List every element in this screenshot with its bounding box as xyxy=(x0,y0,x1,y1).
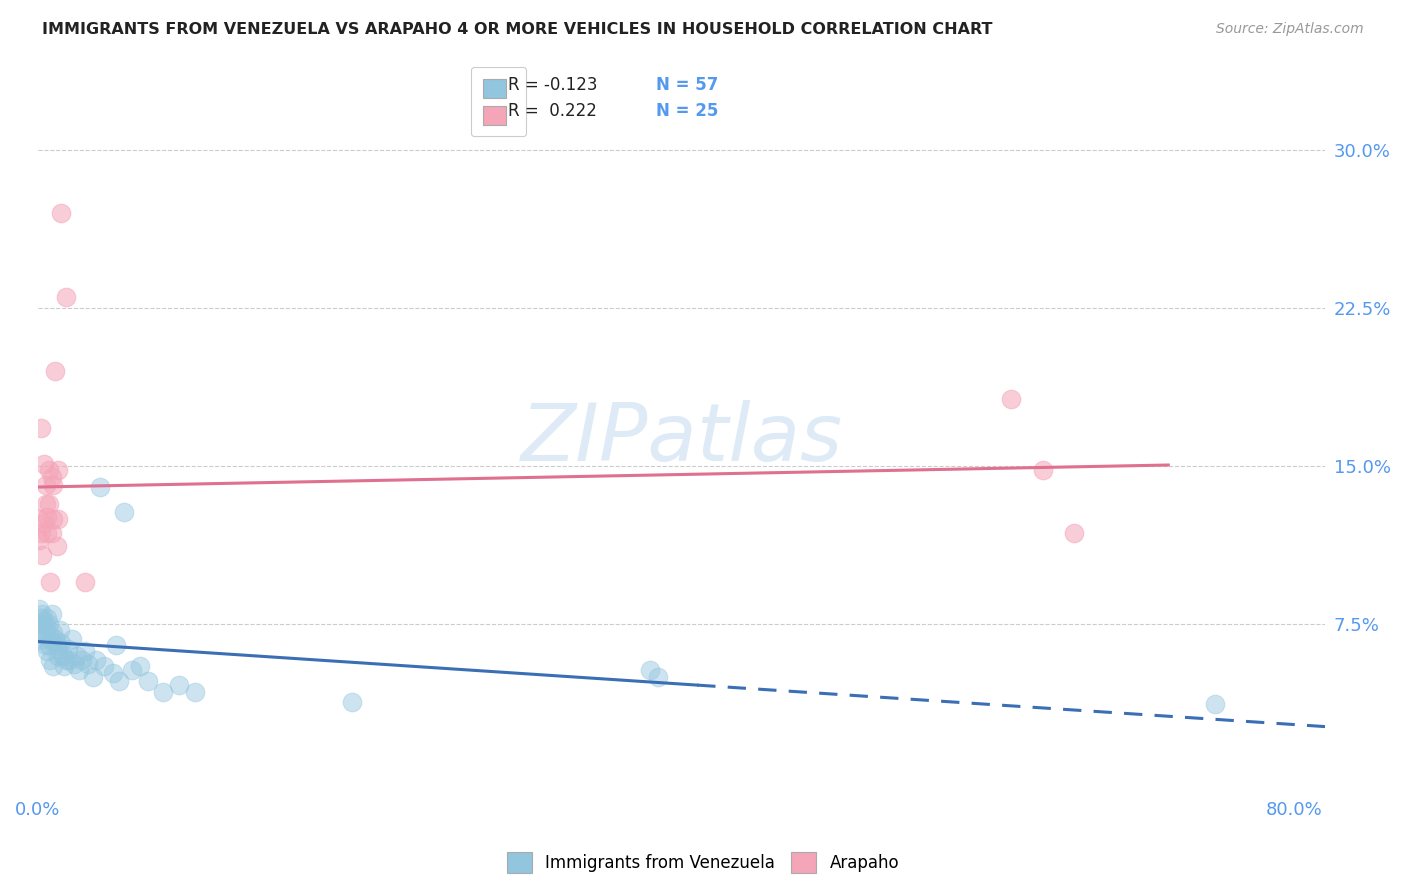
Text: Source: ZipAtlas.com: Source: ZipAtlas.com xyxy=(1216,22,1364,37)
Point xyxy=(45,539,67,553)
Point xyxy=(84,653,107,667)
Point xyxy=(37,526,59,541)
Point xyxy=(51,206,73,220)
Point xyxy=(38,497,60,511)
Point xyxy=(112,505,135,519)
Point xyxy=(136,673,159,688)
Point xyxy=(37,611,59,625)
Point xyxy=(30,624,52,638)
Point xyxy=(60,632,83,646)
Point xyxy=(41,469,63,483)
Point xyxy=(62,657,84,672)
Text: N = 57: N = 57 xyxy=(655,76,718,94)
Point xyxy=(108,673,131,688)
Point xyxy=(30,421,52,435)
Point xyxy=(37,644,59,658)
Point xyxy=(34,625,56,640)
Point xyxy=(183,684,205,698)
Text: IMMIGRANTS FROM VENEZUELA VS ARAPAHO 4 OR MORE VEHICLES IN HOUSEHOLD CORRELATION: IMMIGRANTS FROM VENEZUELA VS ARAPAHO 4 O… xyxy=(42,22,993,37)
Point xyxy=(51,636,73,650)
Point xyxy=(167,678,190,692)
Point xyxy=(31,607,53,621)
Point xyxy=(38,638,60,652)
Point xyxy=(55,290,77,304)
Point xyxy=(105,638,128,652)
Point xyxy=(82,670,104,684)
Point xyxy=(48,624,70,638)
Point xyxy=(28,602,51,616)
Point xyxy=(73,644,96,658)
Point xyxy=(34,478,56,492)
Point xyxy=(32,615,55,629)
Point xyxy=(32,457,55,471)
Point xyxy=(44,632,66,646)
Point xyxy=(46,648,69,663)
Point xyxy=(70,653,93,667)
Point xyxy=(44,364,66,378)
Point xyxy=(89,480,111,494)
Legend: , : , xyxy=(471,67,526,136)
Point xyxy=(42,512,65,526)
Point xyxy=(101,665,124,680)
Point xyxy=(30,611,52,625)
Text: R = -0.123: R = -0.123 xyxy=(508,76,598,94)
Point xyxy=(42,659,65,673)
Point xyxy=(56,642,79,657)
Point xyxy=(55,653,77,667)
Point xyxy=(37,509,59,524)
Text: R =  0.222: R = 0.222 xyxy=(508,103,596,120)
Point xyxy=(1032,463,1054,477)
Legend: Immigrants from Venezuela, Arapaho: Immigrants from Venezuela, Arapaho xyxy=(501,846,905,880)
Point xyxy=(28,617,51,632)
Point xyxy=(46,463,69,477)
Point xyxy=(45,638,67,652)
Point xyxy=(34,638,56,652)
Point xyxy=(38,463,60,477)
Point xyxy=(39,653,62,667)
Point xyxy=(39,627,62,641)
Point xyxy=(39,574,62,589)
Point xyxy=(77,657,100,672)
Point xyxy=(58,653,80,667)
Point xyxy=(42,625,65,640)
Point xyxy=(73,574,96,589)
Point xyxy=(1204,697,1226,711)
Point xyxy=(52,648,75,663)
Point xyxy=(638,664,661,678)
Point xyxy=(46,512,69,526)
Point xyxy=(41,526,63,541)
Point xyxy=(28,533,51,547)
Point xyxy=(34,619,56,633)
Point xyxy=(32,516,55,530)
Point xyxy=(128,659,150,673)
Text: ZIPatlas: ZIPatlas xyxy=(520,400,842,477)
Point xyxy=(67,664,90,678)
Point xyxy=(93,659,115,673)
Point xyxy=(30,526,52,541)
Text: N = 25: N = 25 xyxy=(655,103,718,120)
Point xyxy=(31,632,53,646)
Point xyxy=(46,642,69,657)
Point xyxy=(53,659,76,673)
Point xyxy=(42,478,65,492)
Point xyxy=(28,512,51,526)
Point xyxy=(32,627,55,641)
Point xyxy=(41,607,63,621)
Point xyxy=(31,548,53,562)
Point xyxy=(152,684,174,698)
Point xyxy=(1000,392,1022,406)
Point xyxy=(38,617,60,632)
Point xyxy=(340,695,363,709)
Point xyxy=(121,664,143,678)
Point xyxy=(1063,526,1085,541)
Point xyxy=(647,670,669,684)
Point xyxy=(41,634,63,648)
Point xyxy=(66,648,89,663)
Point xyxy=(34,497,56,511)
